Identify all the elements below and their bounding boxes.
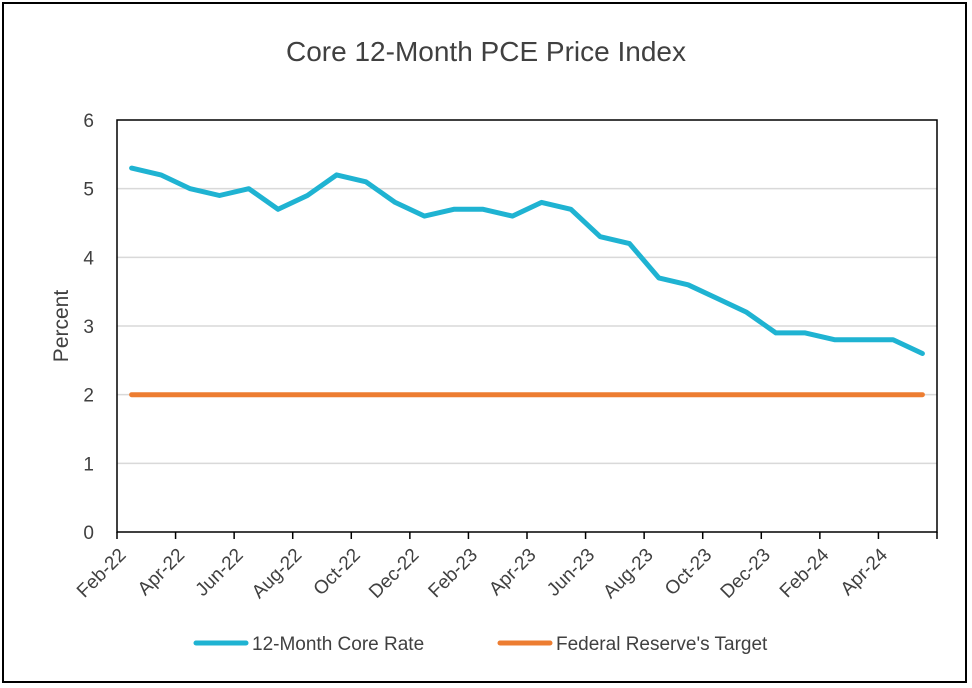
x-tick-label: Jun-22	[192, 545, 248, 601]
x-tick-label: Apr-22	[134, 545, 189, 600]
y-tick-label: 4	[83, 248, 94, 269]
y-tick-label: 1	[83, 454, 94, 475]
x-tick-label: Apr-23	[485, 545, 540, 600]
y-tick-label: 6	[83, 111, 94, 132]
y-tick-label: 5	[83, 180, 94, 201]
x-tick-label: Aug-22	[248, 545, 306, 603]
series-lines	[129, 165, 925, 398]
x-tick-label: Apr-24	[837, 544, 892, 599]
y-axis-title: Percent	[50, 290, 73, 363]
x-tick-label: Oct-22	[310, 545, 365, 600]
legend: 12-Month Core Rate Federal Reserve's Targ…	[193, 634, 768, 655]
x-tick-label: Dec-23	[717, 545, 775, 603]
legend-label: Federal Reserve's Target	[556, 634, 768, 655]
y-tick-label: 2	[83, 386, 94, 407]
chart-title: Core 12-Month PCE Price Index	[286, 36, 686, 67]
series-line-core-rate	[129, 165, 925, 356]
x-tick-label: Feb-24	[776, 544, 834, 602]
x-tick-label: Aug-23	[599, 545, 657, 603]
y-tick-label: 3	[83, 317, 94, 338]
y-tick-label: 0	[83, 523, 94, 544]
gridlines	[117, 187, 937, 465]
x-tick-label: Oct-23	[661, 545, 716, 600]
x-tick-label: Dec-22	[365, 545, 423, 603]
x-tick-label: Feb-23	[425, 545, 482, 602]
x-tick-label: Jun-23	[543, 545, 599, 601]
x-tick-label: Feb-22	[73, 545, 130, 602]
legend-label: 12-Month Core Rate	[252, 634, 424, 655]
